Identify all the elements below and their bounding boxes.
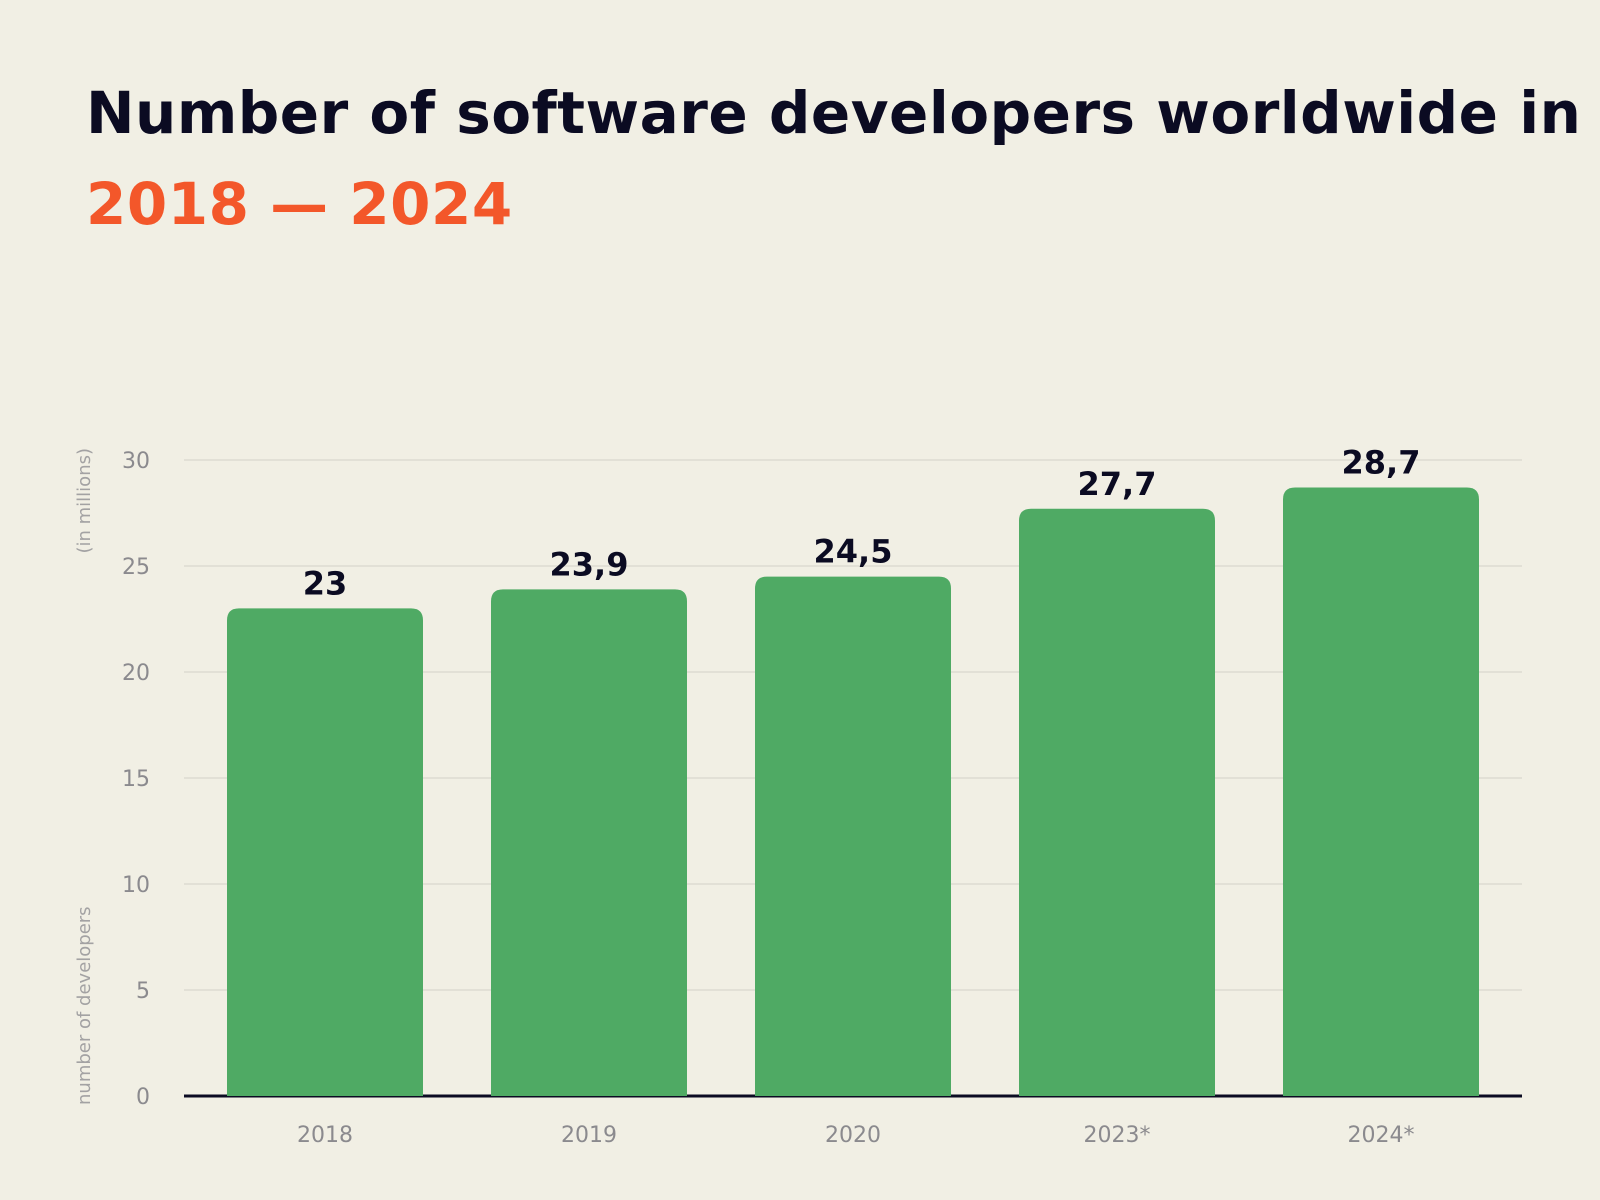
labels: 0 5 10 15 20 25 30 23 2018 23,9 2019 24,5 2020 27,7 20… <box>122 444 1420 1148</box>
x-tick-label: 2019 <box>561 1123 617 1148</box>
y-tick-label: 30 <box>122 449 150 474</box>
y-axis-unit: (in millions) <box>74 448 95 554</box>
y-tick-label: 0 <box>136 1085 150 1110</box>
x-tick-label: 2018 <box>297 1123 353 1148</box>
y-tick-label: 25 <box>122 555 150 580</box>
title-prefix: Number of software developers worldwide … <box>86 79 1582 147</box>
x-tick-label: 2020 <box>825 1123 881 1148</box>
bar <box>227 608 423 1096</box>
y-tick-label: 15 <box>122 767 150 792</box>
data-label: 23,9 <box>550 545 629 583</box>
bar <box>491 589 687 1096</box>
y-tick-label: 5 <box>136 979 150 1004</box>
data-label: 28,7 <box>1342 444 1421 482</box>
bar <box>1283 487 1479 1096</box>
y-tick-label: 10 <box>122 873 150 898</box>
bars <box>227 487 1479 1096</box>
x-tick-label: 2024* <box>1348 1123 1415 1148</box>
y-axis-label: number of developers <box>74 906 95 1105</box>
title-highlight: 2018 — 2024 <box>86 170 513 238</box>
bar <box>755 576 951 1096</box>
x-tick-label: 2023* <box>1084 1123 1151 1148</box>
bar <box>1019 508 1215 1096</box>
data-label: 24,5 <box>814 533 893 571</box>
y-tick-label: 20 <box>122 661 150 686</box>
data-label: 27,7 <box>1078 465 1157 503</box>
chart-title: Number of software developers worldwide … <box>86 68 1581 250</box>
data-label: 23 <box>303 564 348 602</box>
